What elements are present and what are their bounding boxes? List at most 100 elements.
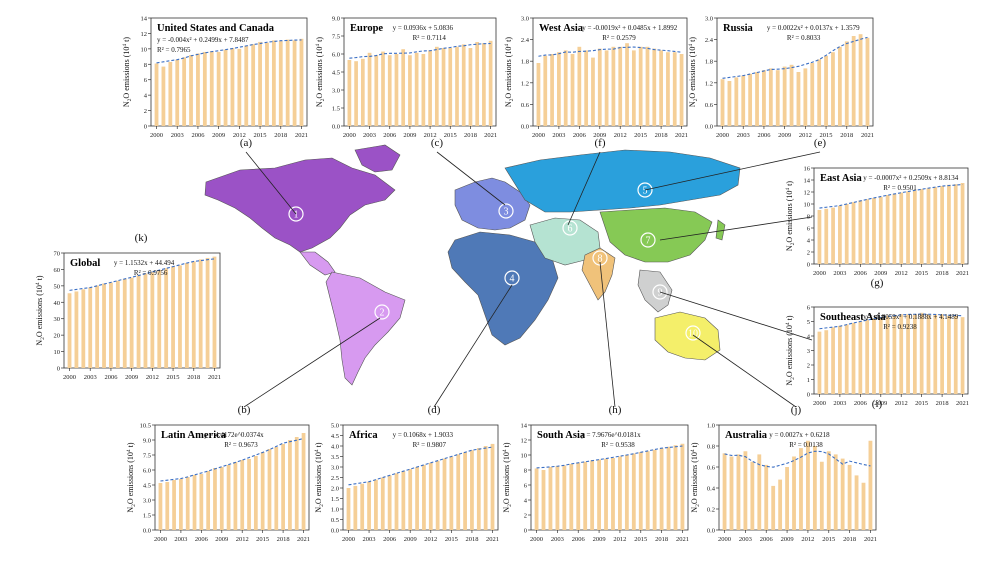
- trend-line: [722, 36, 868, 79]
- y-tick-label: 0.0: [332, 124, 340, 131]
- ylabel-part: t): [504, 37, 513, 44]
- bar: [157, 270, 162, 368]
- ylabel-part: t): [688, 37, 697, 44]
- x-tick-label: 2000: [716, 132, 729, 139]
- ylabel-sup: 4: [785, 188, 791, 191]
- ylabel-part: N: [504, 101, 513, 107]
- x-tick-label: 2018: [840, 132, 853, 139]
- bar: [840, 458, 845, 530]
- ylabel-sub: 2: [320, 98, 326, 101]
- y-tick-label: 3.0: [521, 16, 529, 23]
- y-tick-label: 10: [141, 46, 148, 53]
- panel-letter: (j): [791, 404, 802, 416]
- region-russia: [504, 149, 741, 213]
- ylabel-part: O emissions (10: [688, 47, 697, 99]
- x-tick-label: 2000: [63, 374, 76, 381]
- region-marker-number: 6: [568, 224, 573, 235]
- bar: [267, 449, 272, 530]
- bar: [817, 59, 822, 126]
- bar: [550, 54, 554, 126]
- panel-r-squared: R² = 0.7114: [413, 34, 447, 42]
- bar: [912, 314, 917, 394]
- x-tick-label: 2021: [675, 132, 688, 139]
- bar: [584, 50, 589, 126]
- x-tick-label: 2006: [757, 132, 771, 139]
- y-tick-label: 1.5: [331, 496, 339, 503]
- bar: [212, 256, 217, 368]
- ylabel-part: N: [315, 101, 324, 107]
- bar: [611, 458, 615, 530]
- bar: [360, 58, 365, 126]
- x-tick-label: 2021: [486, 536, 499, 543]
- bar: [367, 481, 371, 530]
- bar: [838, 205, 842, 264]
- bar: [919, 312, 924, 394]
- y-tick-label: 2: [807, 250, 810, 257]
- ylabel-part: N: [785, 380, 794, 386]
- x-tick-label: 2009: [215, 536, 228, 543]
- ylabel-sub: 2: [695, 504, 701, 507]
- bar: [199, 474, 204, 530]
- bar: [824, 55, 828, 126]
- x-tick-label: 2012: [895, 400, 908, 407]
- bar: [933, 187, 938, 264]
- bar: [947, 315, 951, 394]
- region-marker-number: 5: [643, 186, 648, 197]
- y-tick-label: 0.4: [707, 486, 716, 493]
- x-tick-label: 2000: [342, 536, 355, 543]
- bar: [824, 330, 829, 394]
- bar: [449, 456, 454, 530]
- x-tick-label: 2015: [822, 536, 835, 543]
- ylabel-sub: 2: [509, 98, 515, 101]
- x-tick-label: 2006: [760, 536, 774, 543]
- trend-line: [349, 42, 491, 59]
- ylabel-sup: 4: [35, 282, 41, 285]
- bar: [428, 50, 432, 126]
- bar: [414, 52, 419, 126]
- bar: [645, 451, 650, 530]
- x-tick-label: 2015: [634, 132, 647, 139]
- bar: [476, 448, 481, 530]
- y-tick-label: 2: [524, 513, 527, 520]
- bar: [577, 46, 582, 126]
- trend-line: [156, 39, 302, 64]
- x-tick-label: 2018: [187, 374, 200, 381]
- bar: [189, 55, 193, 126]
- bar: [301, 433, 306, 530]
- x-tick-label: 2015: [915, 270, 928, 277]
- bar: [165, 482, 170, 530]
- bar: [720, 79, 725, 126]
- y-tick-label: 10: [54, 349, 61, 356]
- y-tick-label: 0.0: [143, 528, 151, 535]
- x-tick-label: 2003: [833, 270, 846, 277]
- trend-line: [724, 450, 871, 468]
- bar: [150, 272, 155, 368]
- bar: [401, 471, 406, 530]
- bar: [380, 477, 385, 530]
- bar: [178, 265, 182, 368]
- x-tick-label: 2003: [739, 536, 752, 543]
- bar: [387, 55, 392, 127]
- panel-equation: y = -0.0059x² + 0.1888x + 4.1489: [863, 313, 959, 321]
- ylabel-sub: 2: [790, 242, 796, 245]
- bar: [652, 48, 657, 126]
- y-axis-label: N2O emissions (104 t): [314, 442, 325, 513]
- panel-equation: y = 7.9676e^0.0181x: [581, 431, 641, 439]
- bar: [771, 485, 776, 530]
- bar: [631, 453, 636, 530]
- x-tick-label: 2015: [167, 374, 180, 381]
- bar: [591, 57, 595, 126]
- y-tick-label: 40: [54, 300, 61, 307]
- panel-equation: y = 0.0022x² + 0.0137x + 1.3579: [767, 24, 860, 32]
- bar: [548, 467, 553, 530]
- x-tick-label: 2000: [813, 270, 826, 277]
- x-tick-label: 2018: [274, 132, 287, 139]
- y-tick-label: 50: [54, 283, 61, 290]
- region-marker-number: 8: [598, 254, 603, 265]
- x-tick-label: 2006: [572, 536, 586, 543]
- x-tick-label: 2021: [484, 132, 497, 139]
- bar: [422, 464, 426, 530]
- region-central-america: [299, 251, 336, 276]
- x-tick-label: 2018: [277, 536, 290, 543]
- bar: [926, 188, 931, 264]
